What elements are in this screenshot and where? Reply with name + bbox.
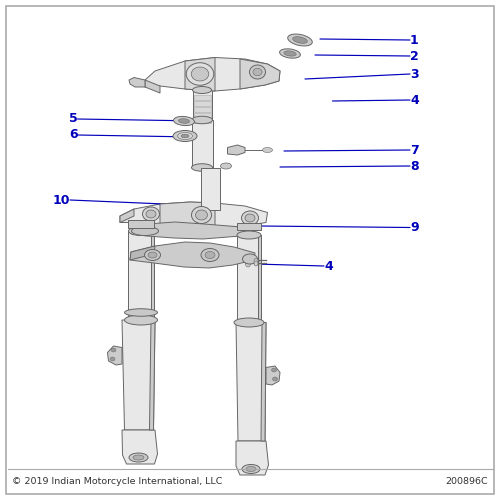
Ellipse shape xyxy=(142,207,160,221)
Polygon shape xyxy=(108,346,122,365)
Ellipse shape xyxy=(272,377,278,381)
Ellipse shape xyxy=(254,258,258,264)
Ellipse shape xyxy=(173,130,197,141)
Polygon shape xyxy=(185,58,215,91)
Polygon shape xyxy=(194,118,210,123)
Text: 10: 10 xyxy=(52,194,70,206)
Ellipse shape xyxy=(110,357,115,361)
Text: 5: 5 xyxy=(69,112,78,126)
Ellipse shape xyxy=(246,466,256,471)
Ellipse shape xyxy=(288,34,312,46)
Polygon shape xyxy=(236,322,266,441)
Polygon shape xyxy=(129,78,145,87)
Polygon shape xyxy=(145,58,280,91)
Ellipse shape xyxy=(192,116,212,124)
Polygon shape xyxy=(266,366,280,385)
Text: 4: 4 xyxy=(324,260,333,272)
Text: © 2019 Indian Motorcycle International, LLC: © 2019 Indian Motorcycle International, … xyxy=(12,476,223,486)
Ellipse shape xyxy=(272,368,276,372)
Polygon shape xyxy=(228,145,245,155)
Ellipse shape xyxy=(146,210,156,218)
Polygon shape xyxy=(145,80,160,93)
Polygon shape xyxy=(194,107,210,112)
Ellipse shape xyxy=(186,62,214,85)
Ellipse shape xyxy=(132,226,158,235)
Text: 3: 3 xyxy=(410,68,418,80)
Polygon shape xyxy=(122,430,158,464)
Ellipse shape xyxy=(242,254,258,264)
Polygon shape xyxy=(236,441,268,475)
Ellipse shape xyxy=(181,134,189,138)
Ellipse shape xyxy=(201,248,219,262)
Polygon shape xyxy=(122,320,155,430)
Polygon shape xyxy=(150,231,154,320)
Ellipse shape xyxy=(111,348,116,352)
Polygon shape xyxy=(201,168,220,210)
Ellipse shape xyxy=(246,261,250,267)
Ellipse shape xyxy=(254,261,258,266)
Polygon shape xyxy=(237,235,261,322)
Polygon shape xyxy=(132,222,254,239)
Ellipse shape xyxy=(148,252,157,258)
Ellipse shape xyxy=(178,118,190,124)
Polygon shape xyxy=(258,235,261,322)
Polygon shape xyxy=(150,320,155,430)
Ellipse shape xyxy=(178,132,192,140)
Ellipse shape xyxy=(242,211,258,225)
Ellipse shape xyxy=(124,315,158,325)
Polygon shape xyxy=(194,113,210,117)
Ellipse shape xyxy=(237,231,261,239)
Polygon shape xyxy=(130,242,255,268)
Ellipse shape xyxy=(245,214,255,222)
Ellipse shape xyxy=(284,51,296,56)
Ellipse shape xyxy=(174,116,195,126)
Ellipse shape xyxy=(253,68,262,76)
Polygon shape xyxy=(160,202,215,228)
Text: 200896C: 200896C xyxy=(445,476,488,486)
Text: 4: 4 xyxy=(410,94,419,106)
Polygon shape xyxy=(261,322,266,441)
Text: 8: 8 xyxy=(410,160,418,172)
Polygon shape xyxy=(128,220,154,228)
Ellipse shape xyxy=(234,318,264,327)
Text: 6: 6 xyxy=(69,128,78,141)
Polygon shape xyxy=(194,101,210,105)
Ellipse shape xyxy=(192,206,212,224)
Polygon shape xyxy=(128,231,154,320)
Ellipse shape xyxy=(192,164,212,171)
Ellipse shape xyxy=(192,86,212,94)
Text: 2: 2 xyxy=(410,50,419,62)
Ellipse shape xyxy=(124,308,158,316)
Ellipse shape xyxy=(262,148,272,152)
Polygon shape xyxy=(120,209,134,222)
Ellipse shape xyxy=(292,36,308,44)
Polygon shape xyxy=(194,95,210,100)
Text: 1: 1 xyxy=(410,34,419,46)
Polygon shape xyxy=(192,90,212,120)
Text: 7: 7 xyxy=(410,144,419,156)
Ellipse shape xyxy=(205,252,215,258)
Ellipse shape xyxy=(133,455,144,460)
Polygon shape xyxy=(120,202,268,228)
Text: 9: 9 xyxy=(410,221,418,234)
Ellipse shape xyxy=(220,163,232,169)
Ellipse shape xyxy=(246,258,250,264)
Polygon shape xyxy=(240,59,280,89)
Ellipse shape xyxy=(128,226,154,235)
Polygon shape xyxy=(237,222,261,230)
Polygon shape xyxy=(192,120,212,168)
Ellipse shape xyxy=(242,464,260,473)
Ellipse shape xyxy=(129,453,148,462)
Ellipse shape xyxy=(196,210,207,220)
Polygon shape xyxy=(130,246,155,260)
Ellipse shape xyxy=(250,65,266,79)
Ellipse shape xyxy=(144,250,160,260)
Ellipse shape xyxy=(280,49,300,58)
Ellipse shape xyxy=(191,67,209,81)
